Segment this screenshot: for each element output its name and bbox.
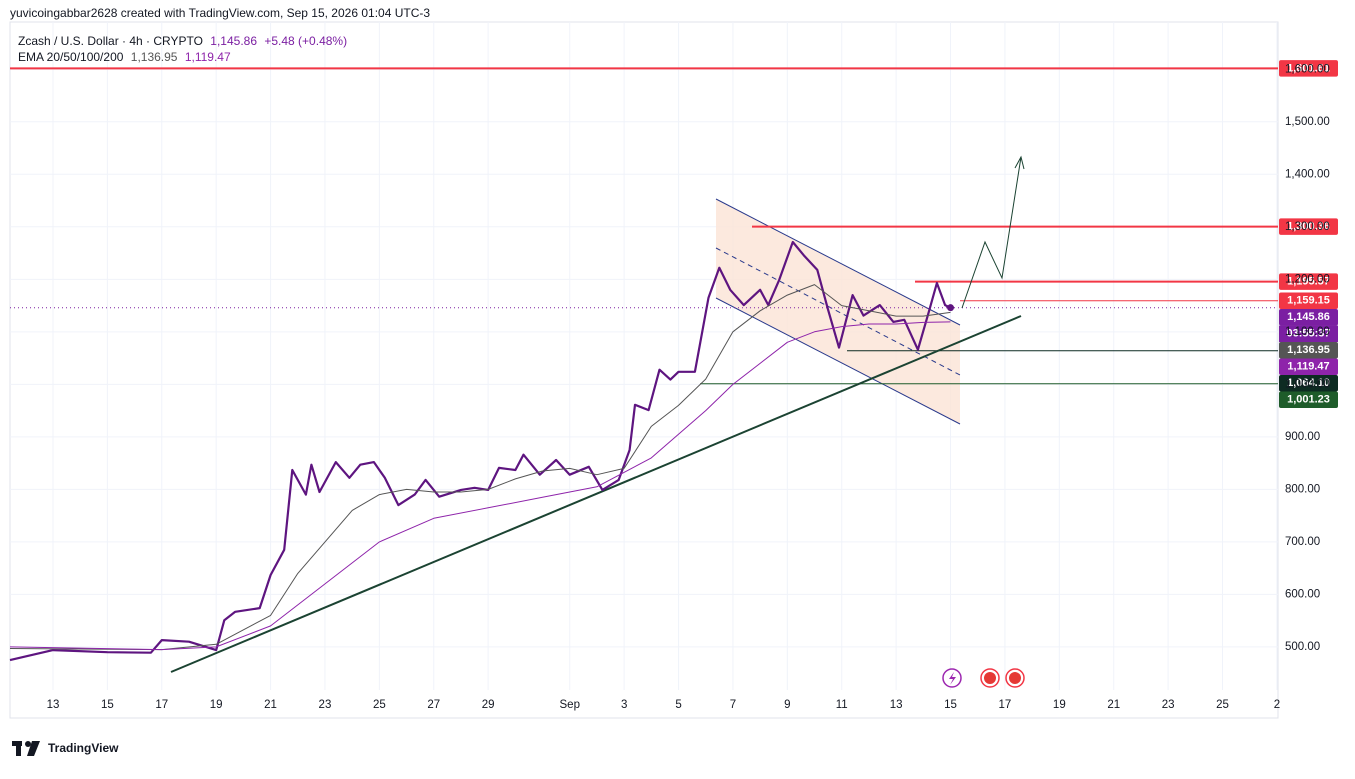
y-tick-label: 900.00 — [1285, 431, 1320, 443]
price-label-box — [1279, 292, 1338, 310]
horizontal-lines — [10, 67, 1278, 385]
y-tick-label: 1,300.00 — [1285, 221, 1330, 233]
series-line — [9, 284, 951, 651]
x-tick-label: 11 — [836, 699, 848, 711]
price-label-box — [1279, 273, 1338, 290]
x-tick-label: 15 — [101, 699, 114, 711]
legend-ema-name: EMA 20/50/100/200 — [18, 50, 124, 64]
countdown-box — [1279, 325, 1338, 343]
y-tick-label: 1,100.00 — [1285, 326, 1330, 338]
series-line — [9, 321, 951, 651]
x-tick-label: 5 — [675, 699, 681, 711]
projection-arrowhead — [1014, 155, 1025, 170]
price-label-box — [1279, 391, 1338, 409]
channel-top — [715, 198, 961, 326]
price-label-box — [1279, 218, 1338, 235]
x-tick-label: 29 — [482, 699, 495, 711]
price-label-box — [1279, 60, 1338, 77]
x-tick-label: 13 — [890, 699, 903, 711]
price-label-box — [1279, 358, 1338, 376]
x-tick-label: 25 — [373, 699, 386, 711]
series-line — [9, 240, 951, 662]
series — [9, 240, 955, 662]
x-tick-label: 19 — [1053, 699, 1066, 711]
price-label-box — [1279, 375, 1338, 392]
legend-symbol: Zcash / U.S. Dollar · 4h · CRYPTO — [18, 34, 203, 48]
price-label-box — [1279, 309, 1338, 326]
x-tick-label: 13 — [47, 699, 60, 711]
x-tick-label: 23 — [1162, 699, 1175, 711]
last-price-dot — [947, 304, 955, 312]
brand-name: TradingView — [48, 741, 119, 755]
legend-ema-value: 1,119.47 — [185, 50, 231, 64]
legend-last: 1,145.86 — [210, 34, 257, 48]
x-tick-label: 21 — [1107, 699, 1120, 711]
legend-ema: EMA 20/50/100/200 1,136.95 1,119.47 — [18, 50, 231, 64]
x-tick-label: 17 — [155, 699, 168, 711]
event-icon-bolt — [949, 672, 956, 685]
price-label-box — [1279, 342, 1338, 359]
trendline — [170, 315, 1022, 673]
x-tick-label: 19 — [210, 699, 223, 711]
channel-bottom — [715, 297, 961, 425]
y-tick-label: 1,200.00 — [1285, 273, 1330, 285]
y-tick-label: 1,600.00 — [1285, 63, 1330, 75]
price-label: 1,300.36 — [1287, 221, 1330, 233]
price-label: 1,145.86 — [1287, 311, 1330, 323]
price-label: 1,064.10 — [1287, 377, 1330, 389]
legend-line: Zcash / U.S. Dollar · 4h · CRYPTO 1,145.… — [18, 34, 347, 48]
y-tick-label: 800.00 — [1285, 483, 1320, 495]
plot-area — [9, 21, 1279, 719]
x-tick-label: Sep — [560, 699, 580, 711]
x-tick-label: 21 — [264, 699, 277, 711]
y-tick-label: 600.00 — [1285, 588, 1320, 600]
y-tick-label: 1,000.00 — [1285, 378, 1330, 390]
y-tick-label: 500.00 — [1285, 641, 1320, 653]
brand-logo — [12, 741, 40, 756]
x-tick-label: 15 — [944, 699, 957, 711]
channel-mid — [715, 247, 961, 376]
y-tick-label: 700.00 — [1285, 536, 1320, 548]
price-label: 1,195.57 — [1287, 276, 1330, 288]
x-tick-label: 17 — [999, 699, 1012, 711]
price-label: 1,601.61 — [1287, 62, 1330, 74]
price-label: 1,159.15 — [1287, 295, 1330, 307]
price-labels: 1,601.61 1,300.36 1,195.57 1,159.15 1,145.86… — [1279, 60, 1338, 409]
legend-change: +5.48 (+0.48%) — [264, 34, 347, 48]
y-tick-label: 1,400.00 — [1285, 168, 1330, 180]
x-tick-label: 27 — [427, 699, 440, 711]
event-flag-dot — [1009, 672, 1021, 684]
x-tick-label: 7 — [730, 699, 736, 711]
x-tick-label: 25 — [1216, 699, 1229, 711]
x-tick-label: 9 — [784, 699, 790, 711]
y-tick-label: 1,500.00 — [1285, 116, 1330, 128]
x-tick-label: 23 — [319, 699, 332, 711]
projection-path — [961, 156, 1022, 309]
price-label: 1,001.23 — [1287, 394, 1330, 406]
price-label: 1,136.95 — [1287, 344, 1330, 356]
event-flag-dot — [984, 672, 996, 684]
legend-ema-value: 1,136.95 — [131, 50, 178, 64]
x-tick-label: 2 — [1274, 699, 1280, 711]
header: yuvicoingabbar2628 created with TradingV… — [10, 6, 430, 20]
countdown: 03:55:37 — [1286, 328, 1330, 340]
price-label: 1,119.47 — [1287, 361, 1329, 373]
x-tick-label: 3 — [621, 699, 627, 711]
